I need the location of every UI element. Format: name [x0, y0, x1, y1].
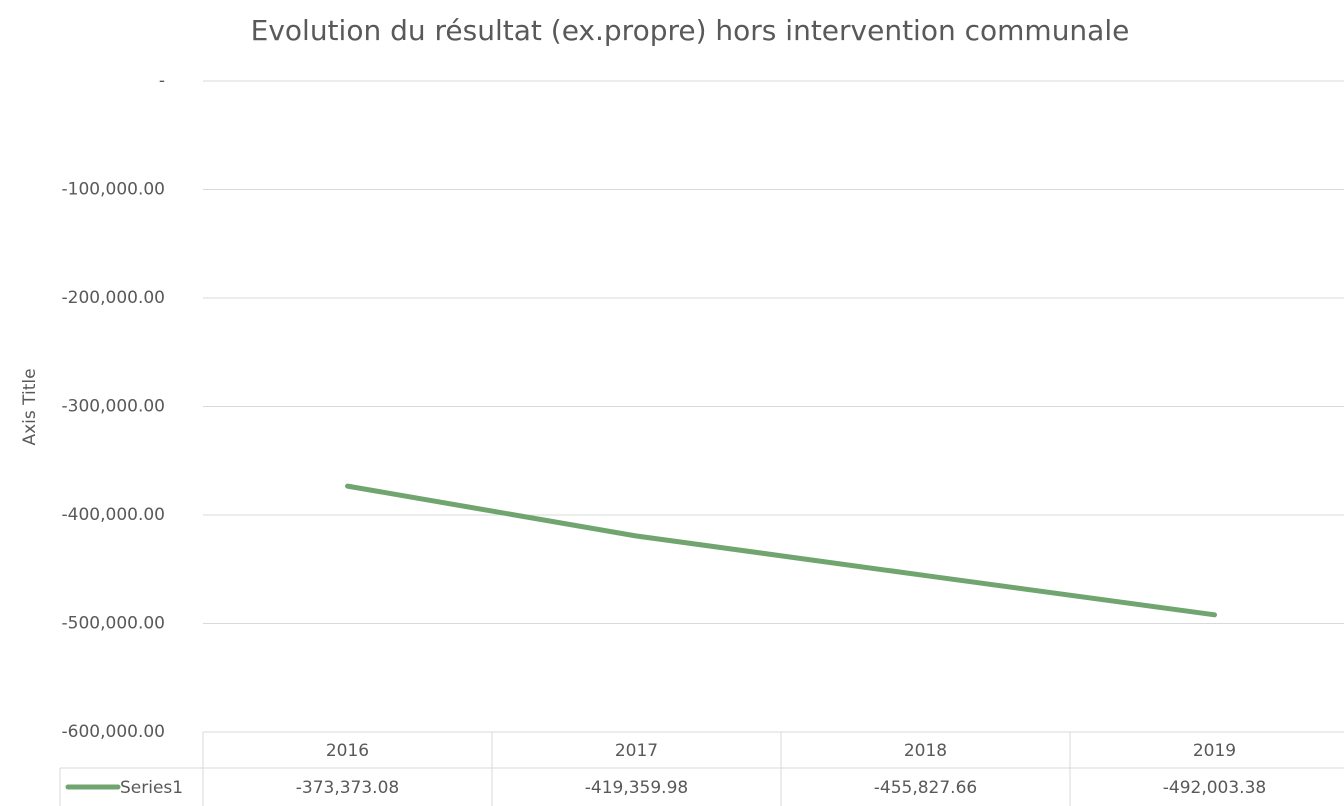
table-value: -492,003.38 [1163, 778, 1266, 798]
table-value: -455,827.66 [874, 778, 977, 798]
y-tick-label: -600,000.00 [62, 722, 165, 742]
table-value: -373,373.08 [296, 778, 399, 798]
y-tick-label: -500,000.00 [62, 614, 165, 634]
x-tick-label: 2017 [615, 741, 658, 761]
x-tick-label: 2016 [326, 741, 369, 761]
x-tick-label: 2018 [904, 741, 947, 761]
y-axis-title: Axis Title [20, 368, 40, 445]
chart-title: Evolution du résultat (ex.propre) hors i… [251, 14, 1130, 47]
y-tick-label: -100,000.00 [62, 180, 165, 200]
y-tick-label: -400,000.00 [62, 505, 165, 525]
line-series [345, 483, 1217, 618]
legend-label: Series1 [120, 778, 183, 798]
y-tick-label: -300,000.00 [62, 397, 165, 417]
table-value: -419,359.98 [585, 778, 688, 798]
y-tick-label: - [159, 71, 165, 91]
x-tick-label: 2019 [1193, 741, 1236, 761]
y-tick-label: -200,000.00 [62, 288, 165, 308]
